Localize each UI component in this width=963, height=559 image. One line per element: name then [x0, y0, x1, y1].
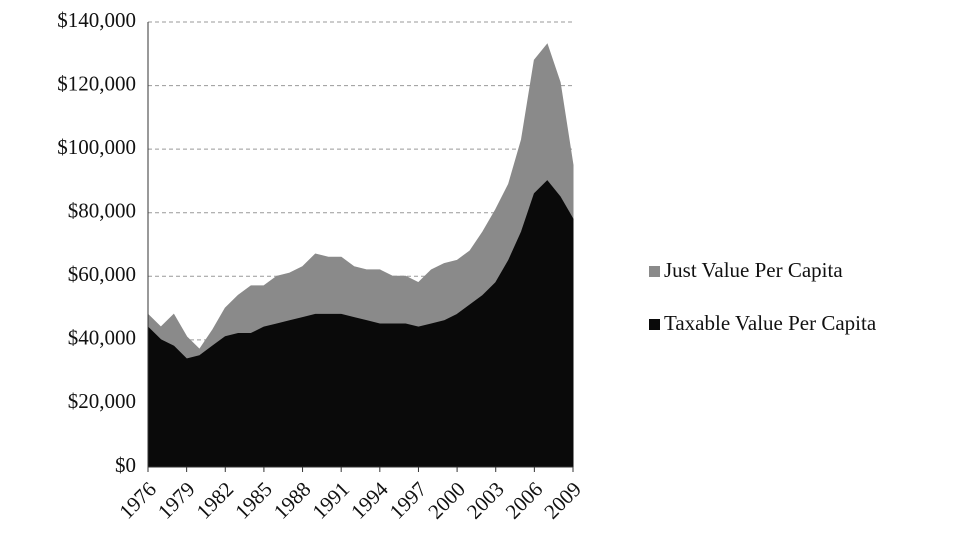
y-tick-label: $120,000: [57, 71, 136, 95]
x-tick-label: 1982: [192, 477, 239, 524]
x-tick-label: 1997: [385, 477, 432, 524]
x-tick-label: 2009: [539, 477, 586, 524]
x-tick-label: 1994: [346, 477, 393, 524]
y-tick-label: $80,000: [68, 199, 136, 223]
legend-label: Just Value Per Capita: [664, 258, 843, 282]
x-tick-label: 2006: [501, 477, 548, 524]
y-tick-label: $100,000: [57, 135, 136, 159]
y-tick-label: $60,000: [68, 262, 136, 286]
y-tick-label: $40,000: [68, 326, 136, 350]
x-tick-label: 1988: [269, 477, 316, 524]
x-tick-label: 2000: [423, 477, 470, 524]
y-tick-label: $140,000: [57, 8, 136, 32]
x-tick-label: 1979: [153, 477, 200, 524]
x-tick-label: 1991: [307, 477, 354, 524]
legend-label: Taxable Value Per Capita: [664, 311, 877, 335]
y-tick-label: $0: [115, 453, 136, 477]
x-tick-label: 2003: [462, 477, 509, 524]
x-tick-label: 1976: [114, 477, 161, 524]
area: [147, 180, 574, 468]
y-tick-label: $20,000: [68, 389, 136, 413]
legend-swatch: [649, 266, 660, 277]
legend-swatch: [649, 319, 660, 330]
x-tick-label: 1985: [230, 477, 277, 524]
